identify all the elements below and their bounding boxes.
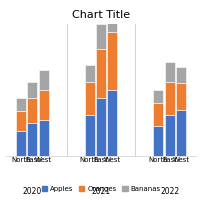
- Bar: [85, 65, 95, 82]
- Bar: [27, 98, 37, 123]
- Legend: Apples, Oranges, Bananas: Apples, Oranges, Bananas: [39, 183, 163, 195]
- Bar: [27, 82, 37, 98]
- Bar: [107, 90, 117, 156]
- Bar: [96, 24, 106, 49]
- Bar: [85, 82, 95, 115]
- Bar: [165, 115, 175, 156]
- Bar: [176, 83, 186, 110]
- Text: 2022: 2022: [160, 187, 179, 196]
- Text: 2021: 2021: [91, 187, 111, 196]
- Bar: [165, 82, 175, 115]
- Bar: [153, 90, 163, 103]
- Bar: [27, 123, 37, 156]
- Text: 2020: 2020: [23, 187, 42, 196]
- Bar: [96, 49, 106, 98]
- Bar: [176, 67, 186, 83]
- Bar: [39, 120, 49, 156]
- Bar: [153, 126, 163, 156]
- Bar: [16, 98, 26, 111]
- Title: Chart Title: Chart Title: [72, 10, 130, 20]
- Bar: [85, 115, 95, 156]
- Bar: [39, 90, 49, 120]
- Bar: [39, 70, 49, 90]
- Bar: [107, 0, 117, 32]
- Bar: [165, 62, 175, 82]
- Bar: [153, 103, 163, 126]
- Bar: [16, 131, 26, 156]
- Bar: [16, 111, 26, 131]
- Bar: [176, 110, 186, 156]
- Bar: [107, 32, 117, 90]
- Bar: [96, 98, 106, 156]
